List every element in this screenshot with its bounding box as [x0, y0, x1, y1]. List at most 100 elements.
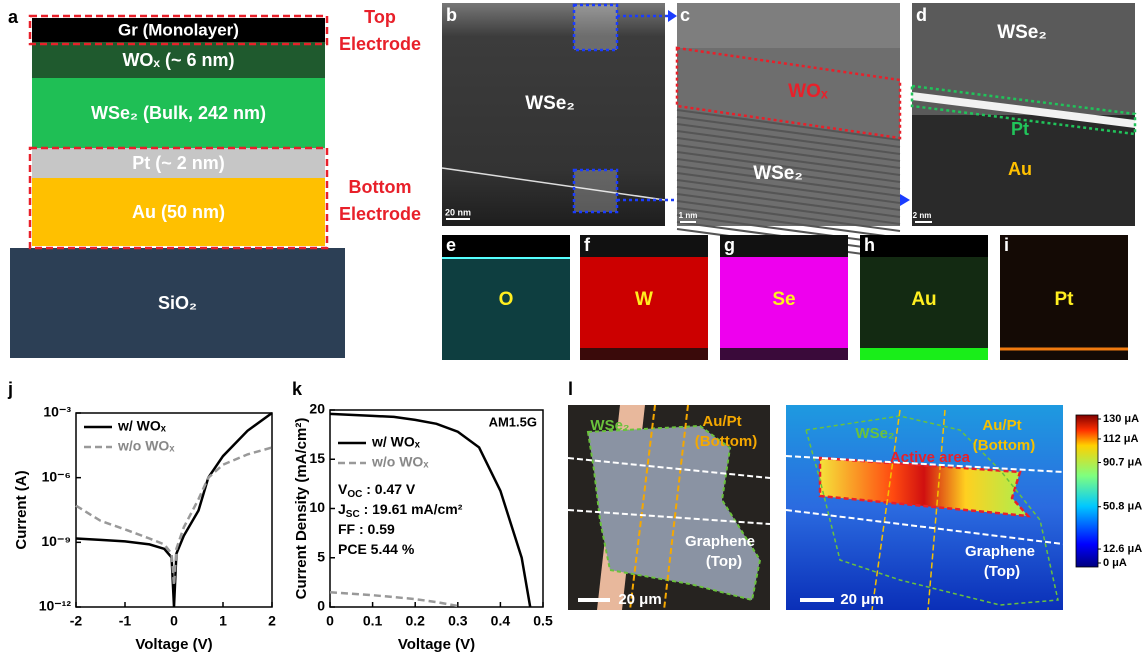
arrow-head: [900, 194, 910, 206]
y-tick-label: 5: [317, 548, 325, 564]
electrode-label: Top: [364, 7, 396, 27]
panel-label: e: [446, 235, 456, 255]
eds-top: [860, 235, 988, 257]
map-label: WSe₂: [855, 425, 894, 442]
annotation: JSC : 19.61 mA/cm²: [338, 501, 463, 520]
x-tick-label: 0.4: [491, 613, 511, 629]
tem-label: WSe₂: [997, 22, 1047, 43]
y-tick-label: 10: [309, 499, 325, 515]
colorbar-label: 112 μA: [1103, 433, 1139, 445]
panel-label: i: [1004, 235, 1009, 255]
x-axis-label: Voltage (V): [398, 636, 475, 653]
legend-label: w/o WOₓ: [371, 454, 429, 470]
map-label: (Top): [706, 553, 742, 570]
annotation-part: : 0.47 V: [362, 481, 416, 497]
legend-label: w/o WOₓ: [117, 438, 175, 454]
y-tick-label: 20: [309, 401, 325, 417]
panel-label: k: [292, 379, 303, 399]
annotation-sub: SC: [346, 509, 360, 520]
annotation: FF : 0.59: [338, 521, 395, 537]
map-label: (Bottom): [973, 437, 1035, 454]
colorbar-label: 50.8 μA: [1103, 501, 1142, 513]
eds-bottom: [580, 348, 708, 360]
eds-bottom: [720, 348, 848, 360]
annotation: VOC : 0.47 V: [338, 481, 416, 500]
panel-label: g: [724, 235, 735, 255]
layer-label: SiO₂: [158, 293, 197, 313]
layer-label: Au (50 nm): [132, 202, 225, 222]
x-tick-label: -2: [70, 613, 83, 629]
figure: Gr (Monolayer) WOₓ (~ 6 nm) WSe₂ (Bulk, 24…: [0, 0, 1145, 657]
electrode-label: Bottom: [349, 177, 412, 197]
annotation-part: FF : 0.59: [338, 521, 395, 537]
panel-label: h: [864, 235, 875, 255]
legend-label: w/ WOₓ: [371, 434, 421, 450]
electrode-label: Electrode: [339, 204, 421, 224]
x-tick-label: 0.3: [448, 613, 468, 629]
legend-label: w/ WOₓ: [117, 418, 167, 434]
scale-label: 2 nm: [913, 211, 932, 220]
layer-label: WSe₂ (Bulk, 242 nm): [91, 103, 266, 123]
y-tick-label: 15: [309, 450, 325, 466]
scale-label: 1 nm: [679, 211, 698, 220]
corner-label: AM1.5G: [489, 414, 537, 429]
x-tick-label: 0: [326, 613, 334, 629]
y-axis-label: Current Density (mA/cm²): [293, 418, 310, 600]
eds-top: [720, 235, 848, 257]
scale-label: 20 μm: [618, 591, 661, 608]
eds-top: [580, 235, 708, 257]
panel-label: f: [584, 235, 591, 255]
y-tick-label: 0: [317, 598, 325, 614]
map-label: Active area: [890, 449, 971, 466]
panel-label: d: [916, 5, 927, 25]
panel-label: l: [568, 379, 573, 399]
tem-label: WSe₂: [753, 163, 803, 184]
page: { "panel_labels": ["a", "b", "c", "d", "…: [0, 0, 1145, 657]
layer-label: WOₓ (~ 6 nm): [122, 50, 234, 70]
tem-top: [677, 3, 900, 48]
arrow-head: [668, 10, 677, 22]
element-label: W: [635, 289, 653, 310]
y-tick-label: 10⁻¹²: [39, 598, 72, 614]
tem-label: WSe₂: [525, 93, 575, 114]
map-label: WSe₂: [590, 417, 629, 434]
element-label: Pt: [1055, 289, 1075, 310]
series-line: [330, 592, 458, 606]
layer-label: Gr (Monolayer): [118, 20, 239, 39]
zoom-box: [574, 5, 617, 50]
x-tick-label: 1: [219, 613, 227, 629]
y-tick-label: 10⁻⁶: [42, 468, 71, 484]
x-tick-label: 2: [268, 613, 276, 629]
y-tick-label: 10⁻³: [43, 404, 71, 420]
x-tick-label: 0.1: [363, 613, 383, 629]
x-tick-label: 0.5: [533, 613, 553, 629]
element-label: Au: [911, 289, 936, 310]
colorbar-label: 130 μA: [1103, 413, 1139, 425]
map-label: Au/Pt: [982, 417, 1021, 434]
panel-label: c: [680, 5, 690, 25]
map-label: Graphene: [685, 533, 755, 550]
element-label: O: [499, 289, 514, 310]
map-label: (Top): [984, 563, 1020, 580]
colorbar: [1076, 415, 1098, 567]
tem-image: [442, 3, 665, 226]
eds-bottom: [860, 348, 988, 360]
x-axis-label: Voltage (V): [135, 636, 212, 653]
eds-top: [442, 235, 570, 257]
panel-label: b: [446, 5, 457, 25]
annotation-part: : 19.61 mA/cm²: [360, 501, 463, 517]
zoom-box: [574, 170, 617, 212]
tem-label: WOₓ: [788, 81, 828, 102]
scale-label: 20 nm: [445, 207, 471, 217]
annotation: PCE 5.44 %: [338, 541, 415, 557]
colorbar-label: 90.7 μA: [1103, 456, 1142, 468]
map-label: Graphene: [965, 543, 1035, 560]
element-label: Se: [772, 289, 795, 310]
electrode-label: Electrode: [339, 34, 421, 54]
x-tick-label: 0.2: [405, 613, 425, 629]
map-label: Au/Pt: [702, 413, 741, 430]
annotation-sub: OC: [347, 489, 362, 500]
series-line: [76, 448, 272, 586]
y-tick-label: 10⁻⁹: [41, 533, 71, 549]
y-axis-label: Current (A): [13, 470, 30, 549]
